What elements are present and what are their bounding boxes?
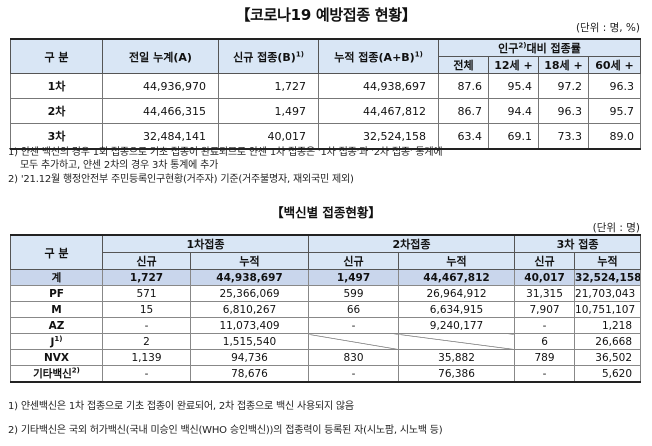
header-dose1: 1차접종 <box>101 234 310 253</box>
footnote-4: 2) 기타백신은 국외 허가백신(국내 미승인 백신(WHO 승인백신))의 접… <box>8 425 443 436</box>
header-new: 신규 <box>514 252 576 270</box>
footnote-1: 1) 얀센 백신의 경우 1회 접종으로 기초 접종이 완료되므로 얀센 1차 … <box>8 147 443 158</box>
header-category: 구 분 <box>10 38 103 74</box>
header-cum: 누적 <box>189 252 310 270</box>
header-60plus: 60세 + <box>587 56 642 74</box>
header-cum: 누적 <box>398 252 516 270</box>
page-title: 【코로나19 예방접종 현황】 <box>235 6 417 24</box>
header-new: 신규 접종(B)1) <box>218 38 319 74</box>
vaccination-status-table: 구 분 전일 누계(A) 신규 접종(B)1) 누적 접종(A+B)1) 인구2… <box>10 38 642 150</box>
table-row: PF 571 25,366,069 599 26,964,912 31,315 21,70… <box>10 285 642 302</box>
header-category: 구 분 <box>10 234 103 270</box>
header-18plus: 18세 + <box>538 56 589 74</box>
footnote-1-cont: 모두 추가하고, 얀센 2차의 경우 3차 통계에 추가 <box>20 160 219 171</box>
table-row: 2차 44,466,315 1,497 44,467,812 86.7 94.4 96… <box>10 98 642 124</box>
unit-label-2: (단위 : 명) <box>592 222 640 234</box>
unit-label: (단위 : 명, %) <box>575 22 640 34</box>
header-dose2: 2차접종 <box>308 234 516 253</box>
header-pop-rate: 인구2)대비 접종률 <box>437 38 642 57</box>
header-cum: 누적 <box>574 252 642 270</box>
table-row: AZ -11,073,409 -9,240,177-1,218 <box>10 317 642 334</box>
table-row: J1) 2 1,515,540 6 26,668 <box>10 333 642 350</box>
header-cum: 누적 접종(A+B)1) <box>318 38 439 74</box>
footnote-2: 2) '21.12월 행정안전부 주민등록인구현황(거주자) 기준(거주불명자,… <box>8 174 354 185</box>
table-row: 기타백신2) -78,676 -76,386-5,620 <box>10 365 642 383</box>
table-row-total: 계 1,727 44,938,697 1,497 44,467,812 40,017 32… <box>10 269 642 286</box>
header-cum-prev: 전일 누계(A) <box>102 38 219 74</box>
header-all: 전체 <box>438 56 489 74</box>
empty-cell <box>308 333 400 350</box>
section-title: 【백신별 접종현황】 <box>271 205 381 220</box>
header-dose3: 3차 접종 <box>514 234 642 253</box>
header-12plus: 12세 + <box>488 56 539 74</box>
table-row: 3차 32,484,141 40,017 32,524,158 63.4 69.1 7… <box>10 123 642 150</box>
footnote-3: 1) 얀센백신은 1차 접종으로 기초 접종이 완료되어, 2차 접종으로 백신… <box>8 401 354 412</box>
empty-cell <box>398 333 516 350</box>
table-row: NVX 1,139 94,736 830 35,882 789 36,502 <box>10 349 642 366</box>
table-row: M 15 6,810,267 66 6,634,915 7,907 10,751,107 <box>10 301 642 318</box>
table-row: 1차 44,936,970 1,727 44,938,697 87.6 95.4 97… <box>10 73 642 99</box>
header-new: 신규 <box>102 252 191 270</box>
vaccine-type-table: 구 분 1차접종 2차접종 3차 접종 신규 누적 신규 누적 신규 누적 계 1,72… <box>10 234 642 383</box>
header-new: 신규 <box>308 252 400 270</box>
